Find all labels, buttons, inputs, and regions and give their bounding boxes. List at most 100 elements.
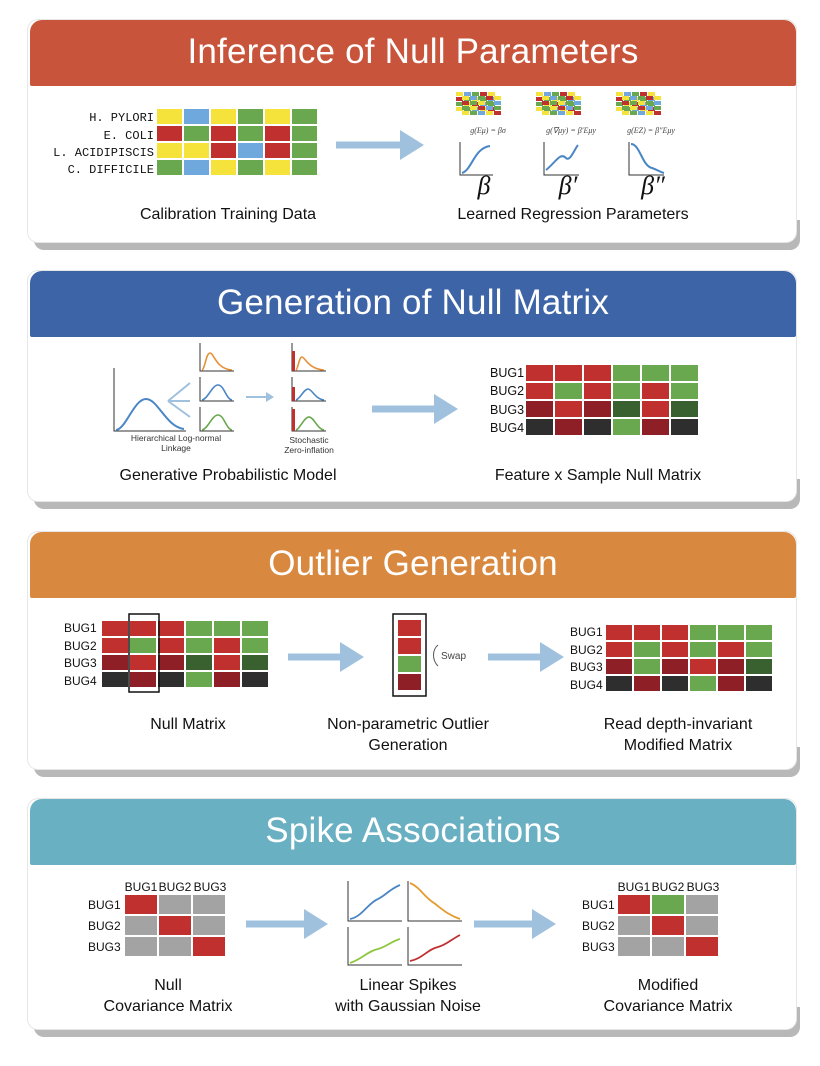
zero-spike bbox=[292, 387, 295, 401]
mini-cell bbox=[542, 106, 549, 110]
matrix-cell bbox=[158, 655, 184, 670]
matrix-cell bbox=[265, 160, 290, 175]
section-title: Generation of Null Matrix bbox=[30, 271, 796, 337]
matrix-cell bbox=[184, 126, 209, 141]
flow-arrow-head bbox=[434, 394, 458, 424]
mini-cell bbox=[536, 107, 543, 111]
label-zero-inflation: Zero-inflation bbox=[284, 445, 334, 455]
matrix-cell bbox=[555, 365, 582, 381]
mini-cell bbox=[552, 92, 559, 96]
caption-line: Read depth-invariant bbox=[603, 716, 753, 733]
spike-curve-red bbox=[409, 934, 461, 962]
mini-cell bbox=[462, 101, 469, 105]
regression-formula: g(Eμ) = βσ bbox=[470, 126, 507, 135]
mini-cell bbox=[622, 101, 629, 105]
null-matrix-grid bbox=[102, 621, 268, 687]
matrix-cell bbox=[686, 895, 718, 914]
bug-label: BUG2 bbox=[64, 639, 97, 653]
caption-null-matrix: Null Matrix bbox=[150, 716, 226, 733]
mini-cell bbox=[480, 92, 487, 96]
mini-cell bbox=[478, 111, 485, 115]
bug-label: BUG4 bbox=[570, 678, 603, 692]
bug-label: BUG4 bbox=[64, 674, 97, 688]
matrix-cell bbox=[555, 401, 582, 417]
mini-cell bbox=[630, 111, 637, 115]
matrix-cell bbox=[686, 916, 718, 935]
matrix-cell bbox=[618, 895, 650, 914]
matrix-cell bbox=[157, 143, 182, 158]
param-beta: β bbox=[477, 171, 491, 200]
mini-cell bbox=[456, 97, 463, 101]
bug-label: BUG1 bbox=[64, 621, 97, 635]
matrix-cell bbox=[186, 621, 212, 636]
fan-arrow bbox=[167, 400, 191, 418]
mini-cell bbox=[550, 96, 557, 100]
matrix-cell bbox=[671, 383, 698, 399]
section-title: Inference of Null Parameters bbox=[30, 20, 796, 86]
matrix-cell bbox=[634, 676, 660, 691]
matrix-cell bbox=[242, 672, 268, 687]
matrix-cell bbox=[186, 638, 212, 653]
spike-curve-green bbox=[349, 938, 401, 964]
mini-cell bbox=[462, 111, 469, 115]
mini-cell bbox=[544, 92, 551, 96]
matrix-cell bbox=[746, 642, 772, 657]
caption-generative-probabilistic-model: Generative Probabilistic Model bbox=[119, 467, 337, 484]
matrix-cell bbox=[211, 126, 236, 141]
matrix-cell bbox=[398, 638, 421, 654]
distribution-orange bbox=[295, 356, 325, 371]
matrix-cell bbox=[606, 659, 632, 674]
matrix-cell bbox=[642, 419, 669, 435]
matrix-cell bbox=[642, 365, 669, 381]
mini-cell bbox=[470, 111, 477, 115]
matrix-cell bbox=[102, 672, 128, 687]
spike-diagram: BUG1 BUG2 BUG3 BUG1 BUG2 BUG3 BUG1 BUG2 bbox=[88, 880, 720, 966]
mini-cell bbox=[542, 101, 549, 105]
matrix-cell bbox=[102, 655, 128, 670]
caption-modified-matrix: Read depth-invariant Modified Matrix bbox=[568, 714, 788, 756]
matrix-cell bbox=[584, 419, 611, 435]
spike-curve-orange bbox=[409, 882, 461, 920]
mini-cell bbox=[462, 106, 469, 110]
regression-formula: g(∇μy) = β′Eμy bbox=[546, 126, 596, 135]
matrix-cell bbox=[186, 672, 212, 687]
mini-cell bbox=[494, 96, 501, 100]
matrix-cell bbox=[634, 642, 660, 657]
mini-cell bbox=[654, 96, 661, 100]
matrix-cell bbox=[238, 160, 263, 175]
mini-cell bbox=[470, 101, 477, 105]
axis bbox=[347, 881, 402, 922]
zero-spike bbox=[292, 351, 295, 371]
matrix-cell bbox=[193, 895, 225, 914]
matrix-cell bbox=[193, 916, 225, 935]
matrix-cell bbox=[718, 659, 744, 674]
mini-cell bbox=[542, 96, 549, 100]
matrix-cell bbox=[130, 655, 156, 670]
distribution-orange bbox=[201, 352, 233, 371]
bug-label: L. ACIDIPISCIS bbox=[53, 146, 154, 160]
distribution-green bbox=[295, 416, 325, 431]
axis bbox=[199, 343, 234, 372]
axis bbox=[628, 142, 664, 176]
caption-null-covariance: Null Covariance Matrix bbox=[68, 975, 268, 1017]
mini-cell bbox=[630, 101, 637, 105]
matrix-cell bbox=[242, 621, 268, 636]
matrix-cell bbox=[526, 383, 553, 399]
mini-cell bbox=[494, 101, 501, 105]
mini-cell bbox=[550, 106, 557, 110]
matrix-cell bbox=[193, 937, 225, 956]
matrix-cell bbox=[690, 676, 716, 691]
caption-line: with Gaussian Noise bbox=[335, 998, 481, 1015]
mini-cell bbox=[486, 101, 493, 105]
matrix-cell bbox=[526, 419, 553, 435]
caption-feature-sample-null-matrix: Feature x Sample Null Matrix bbox=[494, 467, 702, 484]
matrix-cell bbox=[555, 419, 582, 435]
swap-column-outline bbox=[392, 613, 427, 697]
matrix-cell bbox=[690, 625, 716, 640]
mini-cell bbox=[550, 111, 557, 115]
column-label: BUG2 bbox=[159, 880, 192, 894]
caption-line: Covariance Matrix bbox=[103, 998, 233, 1015]
axis bbox=[407, 927, 462, 966]
flow-arrow-head bbox=[532, 909, 556, 939]
row-label: BUG3 bbox=[88, 940, 121, 954]
